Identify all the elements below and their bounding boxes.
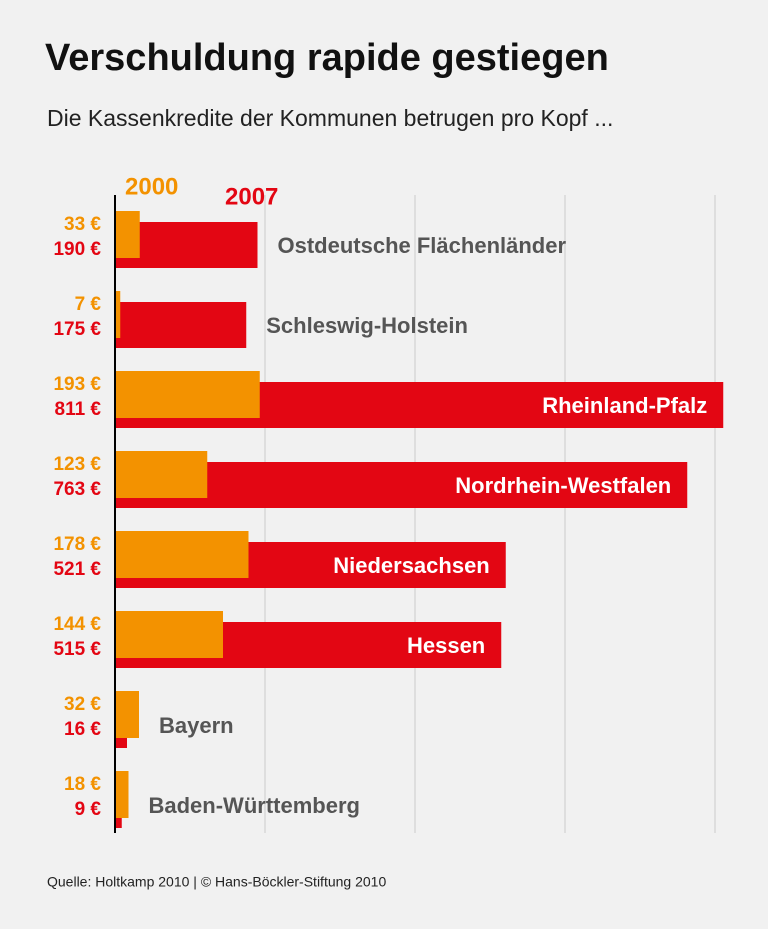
value-label: 190 € [53,239,101,260]
category-label: Baden-Württemberg [149,793,360,818]
bar [115,462,688,508]
legend-label: 2000 [125,173,178,200]
bar [115,691,139,738]
category-label: Nordrhein-Westfalen [455,473,671,498]
category-label: Ostdeutsche Flächenländer [278,233,567,258]
bar [115,302,247,348]
value-label: 763 € [53,479,101,500]
value-label: 7 € [75,294,102,315]
source: Quelle: Holtkamp 2010 | © Hans-Böckler-S… [47,874,386,890]
value-label: 32 € [64,694,101,715]
value-label: 811 € [55,399,102,420]
value-label: 175 € [53,319,101,340]
chart-title: Verschuldung rapide gestiegen [45,37,609,79]
value-label: 521 € [53,559,101,580]
value-label: 193 € [53,374,101,395]
bar [115,611,223,658]
bar [115,291,121,338]
category-label: Niedersachsen [333,553,490,578]
category-label: Schleswig-Holstein [266,313,468,338]
bar [115,771,129,818]
category-label: Rheinland-Pfalz [542,393,707,418]
bar [115,211,140,258]
value-label: 33 € [64,214,101,235]
category-label: Hessen [407,633,485,658]
category-label: Bayern [159,713,234,738]
bar [115,371,260,418]
value-label: 9 € [75,799,102,820]
legend-label: 2007 [225,183,278,210]
value-label: 123 € [53,454,101,475]
chart-subtitle: Die Kassenkredite der Kommunen betrugen … [47,105,613,131]
bar [115,531,249,578]
bar [115,451,208,498]
value-label: 16 € [64,719,101,740]
value-label: 515 € [53,639,101,660]
value-label: 18 € [64,774,101,795]
value-label: 178 € [53,534,101,555]
value-label: 144 € [53,614,101,635]
